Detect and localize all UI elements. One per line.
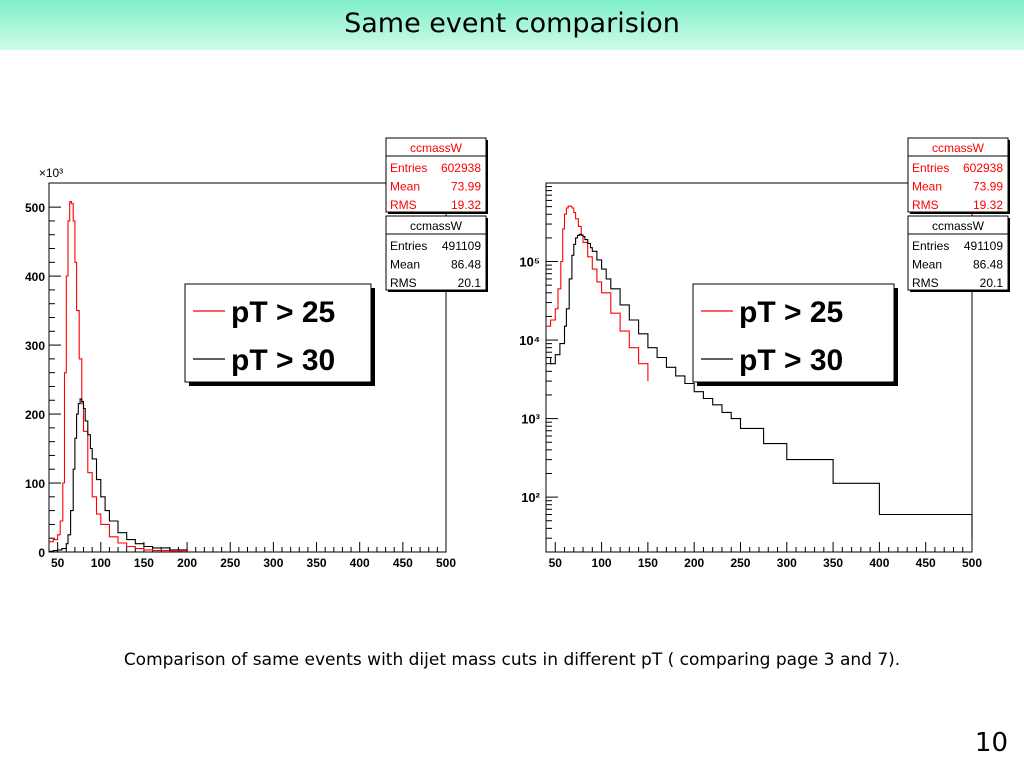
stats-row-label: Mean <box>912 180 942 194</box>
stats-row-label: Mean <box>390 258 420 272</box>
y-multiplier-label: ×10³ <box>39 166 63 180</box>
stats-row-value: 20.1 <box>980 276 1004 290</box>
x-tick-label: 250 <box>220 556 240 570</box>
stats-row-value: 19.32 <box>451 198 481 212</box>
stats-row-label: RMS <box>390 198 417 212</box>
legend-label: pT > 30 <box>739 344 843 377</box>
stats-row-label: Mean <box>912 258 942 272</box>
stats-row-value: 73.99 <box>451 180 481 194</box>
x-tick-label: 200 <box>177 556 197 570</box>
series-line-red <box>546 205 649 382</box>
stats-box-title: ccmassW <box>932 219 985 233</box>
stats-box <box>385 215 487 291</box>
slide-caption: Comparison of same events with dijet mas… <box>123 650 901 670</box>
stats-box-title: ccmassW <box>410 141 463 155</box>
stats-row-value: 491109 <box>442 239 481 253</box>
stats-box <box>907 215 1009 291</box>
x-tick-label: 100 <box>91 556 111 570</box>
legend-label: pT > 30 <box>231 344 335 377</box>
x-tick-label: 450 <box>916 556 936 570</box>
series-line-black <box>49 398 188 552</box>
x-tick-label: 400 <box>869 556 889 570</box>
stats-box-title: ccmassW <box>932 141 985 155</box>
stats-row-label: Mean <box>390 180 420 194</box>
stats-row-label: Entries <box>912 239 949 253</box>
x-tick-label: 200 <box>684 556 704 570</box>
x-tick-label: 450 <box>393 556 413 570</box>
stats-box-title: ccmassW <box>410 219 463 233</box>
stats-row-label: RMS <box>912 198 939 212</box>
legend-label: pT > 25 <box>739 296 843 329</box>
y-tick-label: 10⁵ <box>519 255 540 270</box>
series-line-red <box>49 201 188 552</box>
x-tick-label: 300 <box>263 556 283 570</box>
stats-box <box>385 137 487 213</box>
stats-row-value: 73.99 <box>973 180 1003 194</box>
y-tick-label: 200 <box>25 408 45 422</box>
stats-box <box>907 137 1009 213</box>
x-tick-label: 400 <box>350 556 370 570</box>
stats-row-value: 602938 <box>441 161 481 175</box>
histogram-figure: 50 100 150 200 250 300 350 400 450 500 0 100 200 300 4… <box>25 137 1010 570</box>
stats-row-value: 602938 <box>963 161 1003 175</box>
x-tick-label: 500 <box>962 556 982 570</box>
x-tick-label: 350 <box>823 556 843 570</box>
stats-row-label: RMS <box>390 276 417 290</box>
page-number: 10 <box>974 728 1008 758</box>
x-tick-label: 150 <box>638 556 658 570</box>
legend-box <box>692 283 895 383</box>
stats-row-label: Entries <box>390 161 427 175</box>
legend-box <box>184 283 372 383</box>
x-tick-label: 250 <box>730 556 750 570</box>
y-tick-label: 10² <box>521 490 540 505</box>
y-tick-label: 300 <box>25 339 45 353</box>
stats-row-label: Entries <box>390 239 427 253</box>
y-tick-label: 0 <box>38 546 45 560</box>
legend-label: pT > 25 <box>231 296 335 329</box>
stats-row-label: Entries <box>912 161 949 175</box>
stats-row-value: 491109 <box>964 239 1003 253</box>
y-tick-label: 10⁴ <box>519 333 540 348</box>
x-tick-label: 150 <box>134 556 154 570</box>
log-histogram-chart: 50 100 150 200 250 300 350 400 450 500 10² 10³ 10⁴ 10… <box>519 137 1010 570</box>
x-tick-label: 100 <box>592 556 612 570</box>
stats-row-value: 86.48 <box>451 258 481 272</box>
linear-histogram-chart: 50 100 150 200 250 300 350 400 450 500 0 100 200 300 4… <box>25 137 488 570</box>
x-tick-label: 300 <box>777 556 797 570</box>
stats-row-value: 86.48 <box>973 258 1003 272</box>
x-tick-label: 500 <box>436 556 456 570</box>
y-tick-label: 500 <box>25 201 45 215</box>
stats-row-value: 20.1 <box>458 276 482 290</box>
x-tick-label: 350 <box>307 556 327 570</box>
slide-header-band <box>0 0 1024 50</box>
y-tick-label: 10³ <box>521 412 540 427</box>
stats-row-label: RMS <box>912 276 939 290</box>
series-line-black <box>546 233 973 539</box>
y-tick-label: 400 <box>25 270 45 284</box>
slide-title: Same event comparision <box>344 8 680 39</box>
x-tick-label: 50 <box>549 556 563 570</box>
x-tick-label: 50 <box>51 556 65 570</box>
stats-row-value: 19.32 <box>973 198 1003 212</box>
y-tick-label: 100 <box>25 477 45 491</box>
